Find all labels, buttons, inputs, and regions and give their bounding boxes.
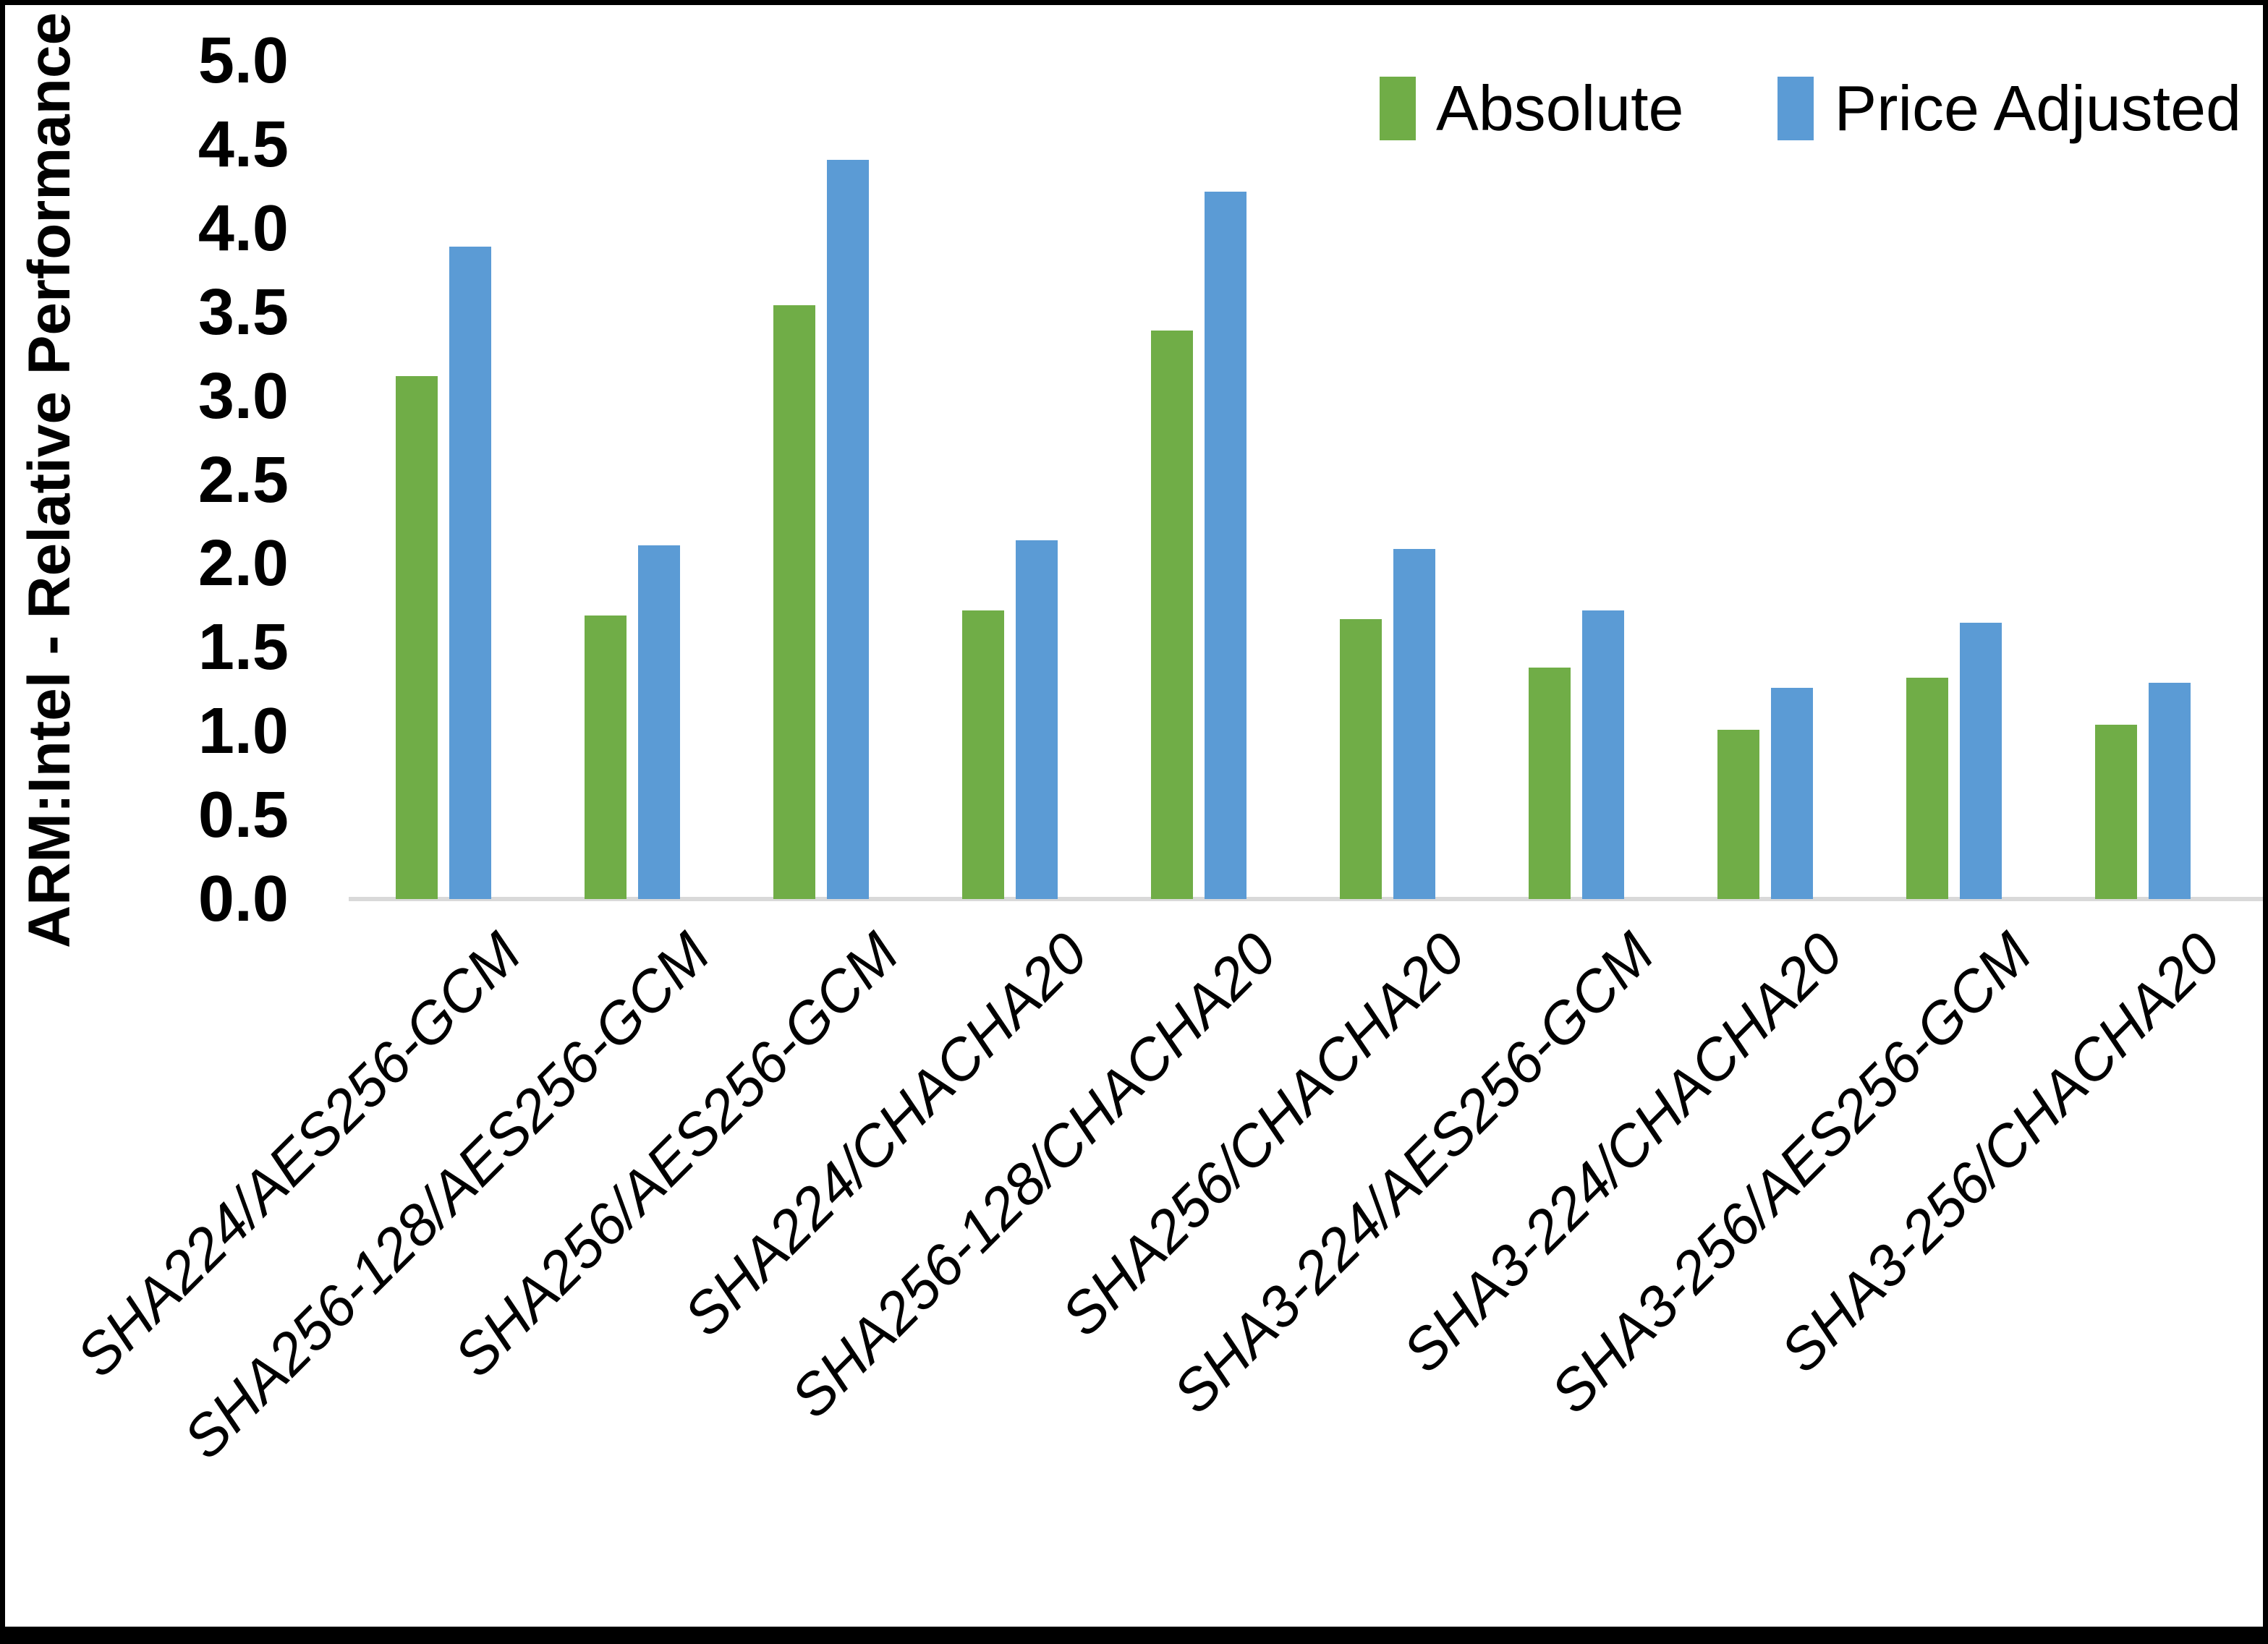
bar-absolute (1906, 678, 1948, 899)
legend-swatch-price-adjusted-icon (1778, 77, 1814, 140)
bar-price-adjusted (638, 545, 680, 899)
bar-absolute (1340, 618, 1382, 899)
legend: Absolute Price Adjusted (1380, 69, 2241, 148)
bar-price-adjusted (2149, 682, 2191, 899)
y-tick-label: 2.5 (198, 443, 289, 516)
x-axis-line (349, 897, 2263, 901)
legend-item-absolute: Absolute (1380, 72, 1683, 145)
bar-absolute (1717, 729, 1759, 899)
legend-item-price-adjusted: Price Adjusted (1778, 72, 2241, 145)
legend-swatch-absolute-icon (1380, 77, 1416, 140)
bar-absolute (396, 375, 438, 899)
bar-absolute (1529, 668, 1571, 899)
plot-area: ARM:Intel - Relative Performance 5.0 4.5 4… (5, 5, 2263, 1627)
bar-absolute (585, 616, 627, 899)
bar-price-adjusted (1393, 548, 1435, 899)
bar-absolute (1151, 331, 1193, 899)
y-tick-label: 0.5 (198, 779, 289, 852)
y-tick-label: 4.5 (198, 108, 289, 181)
bar-absolute (962, 610, 1004, 899)
bar-price-adjusted (449, 247, 491, 899)
y-tick-label: 0.0 (198, 863, 289, 935)
y-tick-label: 4.0 (198, 192, 289, 265)
legend-label-price-adjusted: Price Adjusted (1834, 72, 2242, 144)
y-tick-label: 3.0 (198, 359, 289, 433)
bar-absolute (2095, 724, 2137, 899)
bar-price-adjusted (1205, 191, 1246, 899)
bar-absolute (773, 305, 815, 899)
y-tick-label: 1.5 (198, 611, 289, 684)
bar-price-adjusted (827, 159, 869, 899)
y-tick-label: 5.0 (198, 25, 289, 97)
bar-price-adjusted (1582, 610, 1624, 899)
bar-price-adjusted (1960, 622, 2002, 899)
y-tick-label: 2.0 (198, 527, 289, 600)
y-tick-label: 1.0 (198, 695, 289, 768)
bar-price-adjusted (1771, 687, 1813, 899)
bar-price-adjusted (1016, 540, 1058, 899)
legend-label-absolute: Absolute (1436, 72, 1684, 144)
y-tick-label: 3.5 (198, 276, 289, 349)
